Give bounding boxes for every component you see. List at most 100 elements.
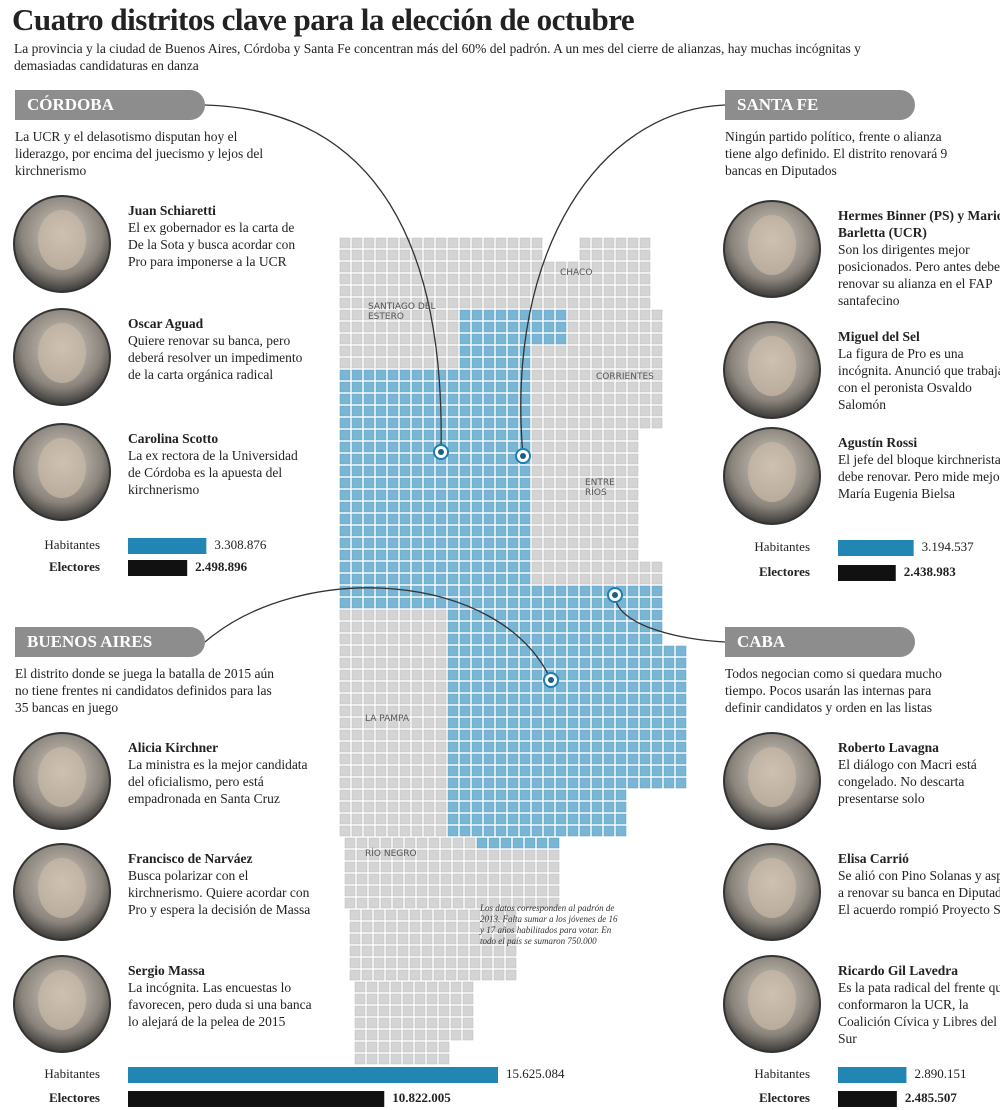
map-cell [519,585,531,597]
map-cell [505,945,517,957]
map-cell [351,561,363,573]
map-cell [387,489,399,501]
stat-bar [838,1091,897,1107]
map-cell [639,369,651,381]
map-cell [423,717,435,729]
map-cell [567,573,579,585]
map-cell [531,333,543,345]
map-cell [411,249,423,261]
map-cell [452,873,464,885]
map-cell [459,429,471,441]
map-cell [435,381,447,393]
map-cell [536,849,548,861]
map-cell [339,465,351,477]
map-cell [471,765,483,777]
map-cell [603,249,615,261]
map-cell [591,381,603,393]
stat-value: 3.194.537 [921,539,974,554]
map-cell [375,537,387,549]
map-cell [519,381,531,393]
map-cell [363,525,375,537]
map-cell [507,345,519,357]
map-cell [366,981,378,993]
map-cell [579,561,591,573]
map-cell [507,633,519,645]
map-cell [445,909,457,921]
map-cell [447,261,459,273]
map-cell [366,1005,378,1017]
map-cell [459,537,471,549]
map-cell [603,573,615,585]
map-cell [435,465,447,477]
map-cell [375,393,387,405]
map-cell [627,381,639,393]
map-cell [651,765,663,777]
map-cell [615,369,627,381]
map-cell [459,705,471,717]
map-cell [363,669,375,681]
map-cell [387,309,399,321]
map-cell [402,1029,414,1041]
map-cell [543,645,555,657]
map-cell [639,597,651,609]
map-cell [351,813,363,825]
map-cell [603,645,615,657]
map-cell [392,897,404,909]
map-cell [555,789,567,801]
map-cell [555,465,567,477]
map-cell [385,933,397,945]
map-cell [567,645,579,657]
map-cell [375,369,387,381]
map-cell [363,381,375,393]
map-cell [495,477,507,489]
map-cell [411,597,423,609]
map-cell [399,369,411,381]
map-cell [459,501,471,513]
map-cell [387,705,399,717]
map-cell [591,609,603,621]
map-cell [567,381,579,393]
map-cell [543,501,555,513]
map-cell [387,801,399,813]
map-cell [579,813,591,825]
map-cell [567,465,579,477]
map-cell [447,513,459,525]
map-cell [519,273,531,285]
map-cell [459,717,471,729]
map-cell [507,513,519,525]
map-cell [387,681,399,693]
map-cell [368,861,380,873]
map-cell [423,729,435,741]
map-cell [591,573,603,585]
map-cell [471,273,483,285]
map-cell [507,525,519,537]
person-name: Roberto Lavagna [838,740,939,755]
map-cell [603,441,615,453]
map-cell [392,861,404,873]
map-cell [567,669,579,681]
map-cell [481,909,493,921]
map-cell [423,285,435,297]
map-cell [409,933,421,945]
map-cell [387,645,399,657]
map-cell [495,681,507,693]
map-cell [351,489,363,501]
map-cell [543,369,555,381]
map-cell [663,705,675,717]
map-cell [423,513,435,525]
map-cell [507,813,519,825]
map-cell [507,729,519,741]
map-cell [399,729,411,741]
map-cell [414,1041,426,1053]
map-cell [591,585,603,597]
connector-dot-center [520,453,526,459]
map-cell [531,429,543,441]
map-cell [579,357,591,369]
map-cell [651,573,663,585]
district-intro: Ningún partido político, frente o alianz… [725,129,948,178]
map-cell [519,729,531,741]
map-cell [399,813,411,825]
map-cell [428,849,440,861]
map-cell [366,993,378,1005]
map-cell [615,645,627,657]
